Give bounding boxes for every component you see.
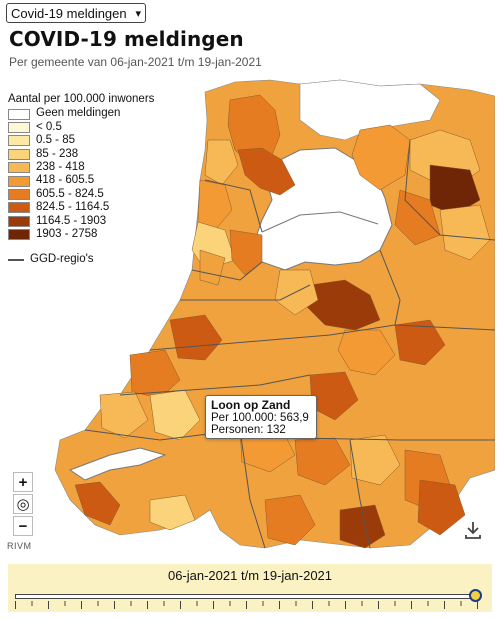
legend-item-label: 418 - 605.5 <box>36 174 95 187</box>
legend-item-label: 824.5 - 1164.5 <box>36 201 110 214</box>
tooltip-rate: Per 100.000: 563,9 <box>211 412 309 424</box>
legend-swatch <box>8 215 30 227</box>
legend-item-label: 238 - 418 <box>36 160 85 173</box>
wadden-sea <box>299 79 441 141</box>
zeeland-water <box>68 447 167 481</box>
legend-item-label: 1903 - 2758 <box>36 227 98 240</box>
legend-swatch <box>8 121 30 133</box>
legend-item-label: 1164.5 - 1903 <box>36 214 107 227</box>
legend-item: 1164.5 - 1903 <box>8 215 154 228</box>
legend-swatch <box>8 135 30 147</box>
timeline-track[interactable] <box>15 594 478 599</box>
legend-ggd-label: GGD-regio's <box>30 253 94 266</box>
zoom-in-button[interactable]: + <box>13 472 33 492</box>
page-subtitle: Per gemeente van 06-jan-2021 t/m 19-jan-… <box>9 55 262 69</box>
ggd-boundaries <box>84 139 495 549</box>
boundary-line-icon <box>8 259 24 262</box>
timeline-ticks <box>15 601 478 609</box>
legend-swatch <box>8 108 30 120</box>
locate-button[interactable]: ◎ <box>13 494 33 514</box>
legend-swatch <box>8 148 30 160</box>
tooltip-persons: Personen: 132 <box>211 424 286 436</box>
legend-item: 85 - 238 <box>8 148 154 161</box>
timeline-slider-thumb[interactable] <box>469 589 482 602</box>
legend-item-label: Geen meldingen <box>36 107 121 120</box>
legend-items: Geen meldingen < 0.5 0.5 - 85 85 - 238 238 -… <box>8 107 154 241</box>
legend-heading: Aantal per 100.000 inwoners <box>8 93 155 105</box>
map-legend: Aantal per 100.000 inwoners Geen melding… <box>8 93 154 267</box>
tooltip-municipality: Loon op Zand <box>211 398 291 412</box>
legend-item-label: 85 - 238 <box>36 147 79 160</box>
page-title: COVID-19 meldingen <box>9 27 244 51</box>
dataset-select-value: Covid-19 meldingen <box>11 5 127 21</box>
timeline-label: 06-jan-2021 t/m 19-jan-2021 <box>167 568 333 583</box>
legend-item: 1903 - 2758 <box>8 228 154 241</box>
timeline-panel: 06-jan-2021 t/m 19-jan-2021 <box>8 564 492 612</box>
dataset-select[interactable]: Covid-19 meldingen ▾ <box>6 3 146 23</box>
map-controls: + ◎ − <box>13 472 33 538</box>
chevron-down-icon: ▾ <box>135 8 141 20</box>
municipality-patches <box>74 94 491 549</box>
legend-item: 605.5 - 824.5 <box>8 188 154 201</box>
legend-item-label: 605.5 - 824.5 <box>36 187 104 200</box>
map-tooltip: Loon op Zand Per 100.000: 563,9 Personen… <box>205 395 317 439</box>
legend-item: Geen meldingen <box>8 107 154 120</box>
legend-item: 238 - 418 <box>8 161 154 174</box>
legend-swatch <box>8 175 30 187</box>
legend-swatch <box>8 162 30 174</box>
legend-ggd-boundary: GGD-regio's <box>8 253 154 266</box>
legend-item: < 0.5 <box>8 121 154 134</box>
legend-item-label: < 0.5 <box>36 120 62 133</box>
legend-item: 824.5 - 1164.5 <box>8 201 154 214</box>
legend-item: 418 - 605.5 <box>8 174 154 187</box>
attribution: RIVM <box>7 541 32 551</box>
download-icon[interactable] <box>463 520 483 540</box>
legend-item-label: 0.5 - 85 <box>36 134 75 147</box>
zoom-out-button[interactable]: − <box>13 516 33 536</box>
legend-swatch <box>8 229 30 241</box>
legend-swatch <box>8 202 30 214</box>
choropleth-map[interactable] <box>0 78 495 552</box>
legend-swatch <box>8 188 30 200</box>
legend-item: 0.5 - 85 <box>8 134 154 147</box>
